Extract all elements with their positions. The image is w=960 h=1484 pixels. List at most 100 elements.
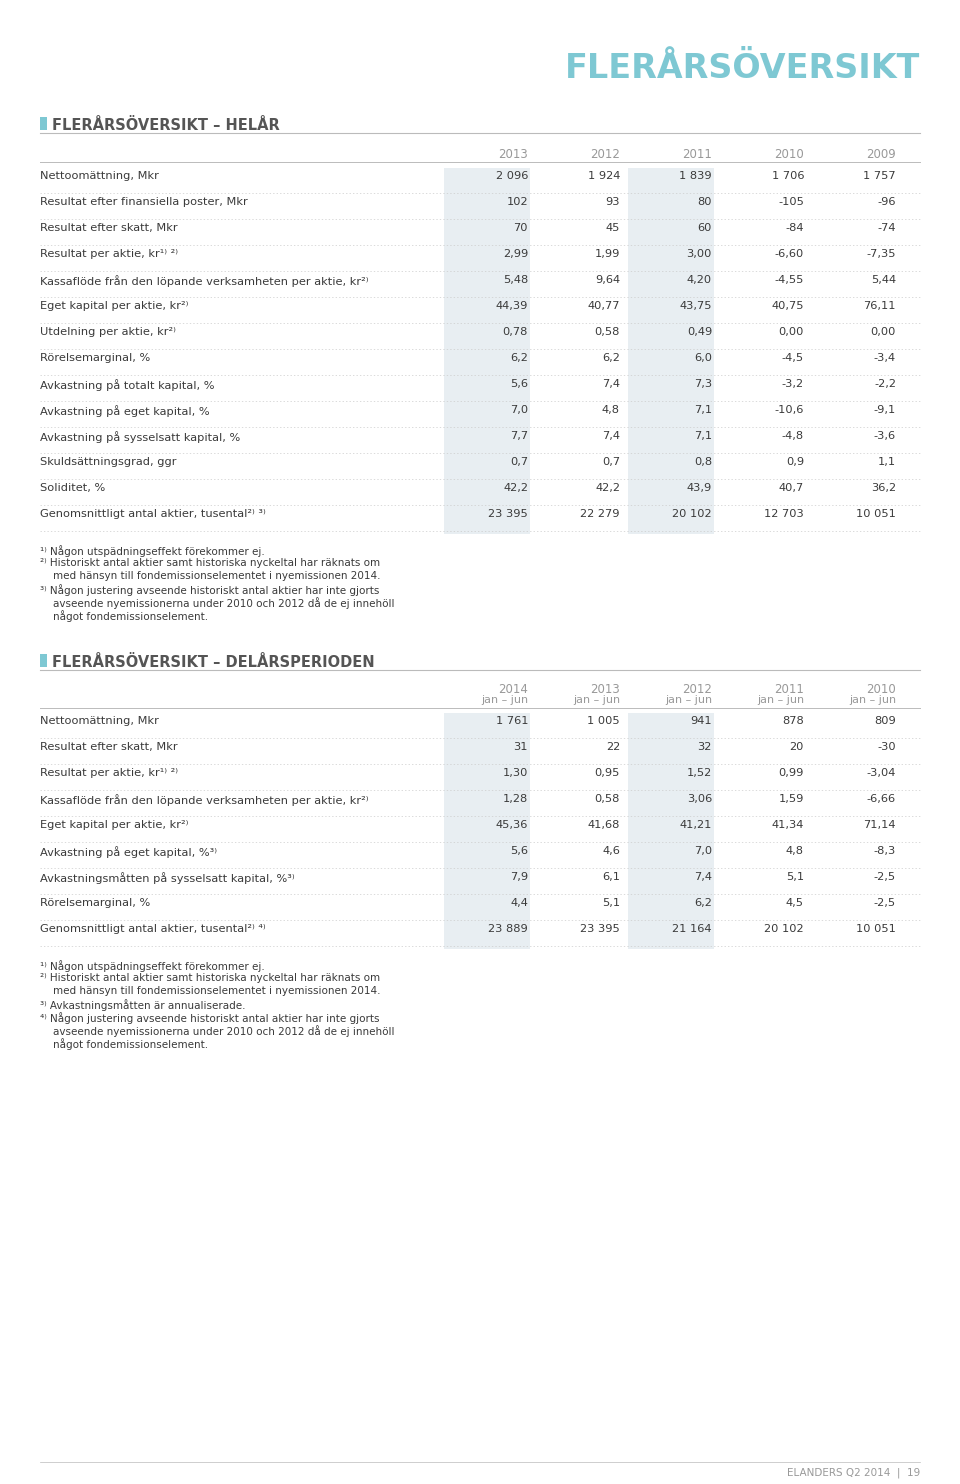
Text: -74: -74 <box>877 223 896 233</box>
Text: 1,52: 1,52 <box>686 769 712 778</box>
Text: -6,60: -6,60 <box>775 249 804 260</box>
Text: 0,78: 0,78 <box>503 326 528 337</box>
Text: 1,99: 1,99 <box>594 249 620 260</box>
Text: Nettoomättning, Mkr: Nettoomättning, Mkr <box>40 171 158 181</box>
Text: 0,58: 0,58 <box>594 794 620 804</box>
Text: ¹⁾ Någon utspädningseffekt förekommer ej.: ¹⁾ Någon utspädningseffekt förekommer ej… <box>40 545 265 556</box>
Text: 7,7: 7,7 <box>510 430 528 441</box>
Text: 7,1: 7,1 <box>694 405 712 416</box>
Text: -10,6: -10,6 <box>775 405 804 416</box>
Text: 5,6: 5,6 <box>510 846 528 856</box>
Bar <box>628 712 714 948</box>
Text: 809: 809 <box>875 715 896 726</box>
Text: jan – jun: jan – jun <box>665 695 712 705</box>
Text: jan – jun: jan – jun <box>573 695 620 705</box>
Text: jan – jun: jan – jun <box>481 695 528 705</box>
Text: 7,0: 7,0 <box>694 846 712 856</box>
Text: Kassaflöde från den löpande verksamheten per aktie, kr²⁾: Kassaflöde från den löpande verksamheten… <box>40 794 369 806</box>
Text: 43,9: 43,9 <box>686 482 712 493</box>
Text: -6,66: -6,66 <box>867 794 896 804</box>
Text: Avkastning på eget kapital, %³⁾: Avkastning på eget kapital, %³⁾ <box>40 846 217 858</box>
Bar <box>444 712 530 948</box>
Text: 9,64: 9,64 <box>595 275 620 285</box>
Text: ⁴⁾ Någon justering avseende historiskt antal aktier har inte gjorts: ⁴⁾ Någon justering avseende historiskt a… <box>40 1012 379 1024</box>
Text: -96: -96 <box>877 197 896 206</box>
Text: 80: 80 <box>698 197 712 206</box>
Text: ²⁾ Historiskt antal aktier samt historiska nyckeltal har räknats om: ²⁾ Historiskt antal aktier samt historis… <box>40 974 380 982</box>
Text: 0,7: 0,7 <box>602 457 620 467</box>
Text: 1 706: 1 706 <box>772 171 804 181</box>
Text: 6,2: 6,2 <box>602 353 620 364</box>
Text: 93: 93 <box>606 197 620 206</box>
Text: 45,36: 45,36 <box>495 821 528 830</box>
Text: 0,99: 0,99 <box>779 769 804 778</box>
Text: 2010: 2010 <box>866 683 896 696</box>
Text: 7,0: 7,0 <box>510 405 528 416</box>
Text: 7,4: 7,4 <box>694 873 712 881</box>
Text: 7,4: 7,4 <box>602 378 620 389</box>
Text: FLERÅRSÖVERSIKT – HELÅR: FLERÅRSÖVERSIKT – HELÅR <box>52 119 279 134</box>
Text: -9,1: -9,1 <box>874 405 896 416</box>
Text: 76,11: 76,11 <box>863 301 896 312</box>
Text: 1,28: 1,28 <box>503 794 528 804</box>
Text: avseende nyemissionerna under 2010 och 2012 då de ej innehöll: avseende nyemissionerna under 2010 och 2… <box>40 1025 395 1037</box>
Text: Avkastning på sysselsatt kapital, %: Avkastning på sysselsatt kapital, % <box>40 430 240 442</box>
Text: Eget kapital per aktie, kr²⁾: Eget kapital per aktie, kr²⁾ <box>40 821 188 830</box>
Text: 21 164: 21 164 <box>673 925 712 933</box>
Text: 23 395: 23 395 <box>489 509 528 519</box>
Text: 0,58: 0,58 <box>594 326 620 337</box>
Text: ³⁾ Någon justering avseende historiskt antal aktier har inte gjorts: ³⁾ Någon justering avseende historiskt a… <box>40 585 379 597</box>
Text: Skuldsättningsgrad, ggr: Skuldsättningsgrad, ggr <box>40 457 177 467</box>
Text: ²⁾ Historiskt antal aktier samt historiska nyckeltal har räknats om: ²⁾ Historiskt antal aktier samt historis… <box>40 558 380 568</box>
Text: jan – jun: jan – jun <box>756 695 804 705</box>
Text: 4,6: 4,6 <box>602 846 620 856</box>
Text: 6,2: 6,2 <box>510 353 528 364</box>
Text: 2 096: 2 096 <box>495 171 528 181</box>
Text: -105: -105 <box>779 197 804 206</box>
Text: 2012: 2012 <box>590 148 620 160</box>
Text: 0,00: 0,00 <box>871 326 896 337</box>
Text: -3,6: -3,6 <box>874 430 896 441</box>
Text: Resultat efter skatt, Mkr: Resultat efter skatt, Mkr <box>40 223 178 233</box>
Text: något fondemissionselement.: något fondemissionselement. <box>40 610 208 622</box>
Text: 4,5: 4,5 <box>786 898 804 908</box>
Text: 1 005: 1 005 <box>588 715 620 726</box>
Text: -4,5: -4,5 <box>781 353 804 364</box>
Text: Resultat per aktie, kr¹⁾ ²⁾: Resultat per aktie, kr¹⁾ ²⁾ <box>40 769 178 778</box>
Text: Avkastning på totalt kapital, %: Avkastning på totalt kapital, % <box>40 378 214 390</box>
Text: 2012: 2012 <box>683 683 712 696</box>
Text: 22: 22 <box>606 742 620 752</box>
Text: 20: 20 <box>790 742 804 752</box>
Text: -3,2: -3,2 <box>781 378 804 389</box>
Text: -7,35: -7,35 <box>867 249 896 260</box>
Text: avseende nyemissionerna under 2010 och 2012 då de ej innehöll: avseende nyemissionerna under 2010 och 2… <box>40 597 395 608</box>
Text: 3,06: 3,06 <box>686 794 712 804</box>
Text: 4,20: 4,20 <box>686 275 712 285</box>
Text: 41,68: 41,68 <box>588 821 620 830</box>
Text: 43,75: 43,75 <box>680 301 712 312</box>
Text: 0,8: 0,8 <box>694 457 712 467</box>
Text: 44,39: 44,39 <box>495 301 528 312</box>
Text: 7,9: 7,9 <box>510 873 528 881</box>
Text: 1 924: 1 924 <box>588 171 620 181</box>
Text: 40,77: 40,77 <box>588 301 620 312</box>
Text: 4,4: 4,4 <box>510 898 528 908</box>
Text: 0,49: 0,49 <box>686 326 712 337</box>
Text: 2013: 2013 <box>498 148 528 160</box>
Text: 60: 60 <box>698 223 712 233</box>
Text: Genomsnittligt antal aktier, tusental²⁾ ³⁾: Genomsnittligt antal aktier, tusental²⁾ … <box>40 509 266 519</box>
Text: 2014: 2014 <box>498 683 528 696</box>
Text: 878: 878 <box>782 715 804 726</box>
Text: 7,4: 7,4 <box>602 430 620 441</box>
Text: Resultat efter skatt, Mkr: Resultat efter skatt, Mkr <box>40 742 178 752</box>
Text: 0,9: 0,9 <box>786 457 804 467</box>
Text: Soliditet, %: Soliditet, % <box>40 482 106 493</box>
Text: Resultat efter finansiella poster, Mkr: Resultat efter finansiella poster, Mkr <box>40 197 248 206</box>
Text: 2011: 2011 <box>774 683 804 696</box>
Text: 0,7: 0,7 <box>510 457 528 467</box>
Text: 2011: 2011 <box>683 148 712 160</box>
Text: 23 395: 23 395 <box>580 925 620 933</box>
Text: Avkastningsmåtten på sysselsatt kapital, %³⁾: Avkastningsmåtten på sysselsatt kapital,… <box>40 873 295 884</box>
Text: Rörelsemarginal, %: Rörelsemarginal, % <box>40 353 151 364</box>
Text: 41,21: 41,21 <box>680 821 712 830</box>
